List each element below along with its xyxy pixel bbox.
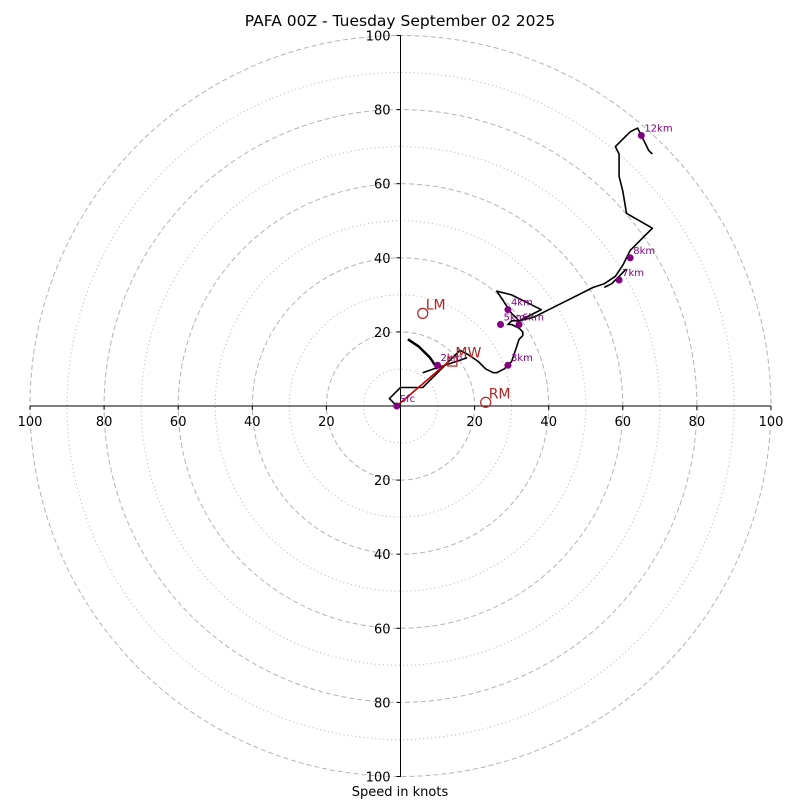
y-tick-label: 20: [374, 326, 391, 341]
x-tick-label: 80: [689, 415, 706, 430]
height-label-5km: 5km: [504, 312, 526, 323]
axes: [30, 35, 771, 777]
height-point-12km: [637, 132, 645, 140]
chart-title: PAFA 00Z - Tuesday September 02 2025: [245, 12, 555, 30]
y-tick-label: 80: [374, 104, 391, 119]
height-point-8km: [626, 254, 634, 262]
height-label-7km: 7km: [622, 268, 644, 279]
height-point-5km: [497, 320, 505, 328]
y-tick-label: 40: [374, 548, 391, 563]
tick-labels: 100 80 60 40 20 20 40 60 80 100 100 80 60 40 20 20 40 60 8…: [18, 30, 784, 786]
trace-segment-3: [603, 268, 628, 289]
height-label-8km: 8km: [633, 246, 655, 257]
y-tick-label: 40: [374, 252, 391, 267]
y-tick-label: 100: [366, 30, 391, 45]
height-point-2km: [434, 361, 442, 369]
x-tick-label: 40: [244, 415, 261, 430]
height-label-2km: 2km: [441, 353, 463, 364]
motion-marker-lm: [417, 307, 429, 319]
height-label-6km: 6km: [522, 312, 544, 323]
x-tick-label: 100: [759, 415, 784, 430]
trace-segment-4: [396, 360, 450, 407]
hodograph-traces: [388, 127, 654, 407]
y-tick-label: 60: [374, 178, 391, 193]
motion-label-lm: LM: [426, 297, 446, 313]
y-tick-label: 60: [374, 622, 391, 637]
y-tick-label: 20: [374, 474, 391, 489]
y-tick-label: 100: [366, 771, 391, 786]
height-label-Sfc: Sfc: [400, 394, 415, 405]
height-point-Sfc: [393, 402, 401, 410]
motion-marker-mw: [447, 356, 458, 367]
height-point-7km: [615, 276, 623, 284]
x-tick-label: 60: [615, 415, 632, 430]
height-label-4km: 4km: [511, 298, 533, 309]
x-tick-label: 20: [466, 415, 483, 430]
height-point-6km: [515, 320, 523, 328]
x-axis-label: Speed in knots: [352, 785, 449, 800]
x-tick-label: 100: [18, 415, 43, 430]
y-tick-label: 80: [374, 696, 391, 711]
storm-motion-markers: LM RM MW: [417, 297, 511, 408]
trace-segment-0: [388, 127, 654, 407]
x-tick-label: 20: [318, 415, 335, 430]
height-point-3km: [504, 361, 512, 369]
height-label-3km: 3km: [511, 353, 533, 364]
height-point-4km: [504, 306, 512, 314]
motion-marker-rm: [480, 396, 492, 408]
motion-label-rm: RM: [489, 386, 511, 402]
height-label-12km: 12km: [644, 124, 672, 135]
motion-label-mw: MW: [455, 346, 481, 362]
x-tick-label: 40: [540, 415, 557, 430]
trace-segment-1: [407, 338, 439, 370]
x-tick-label: 60: [170, 415, 187, 430]
x-tick-label: 80: [96, 415, 113, 430]
